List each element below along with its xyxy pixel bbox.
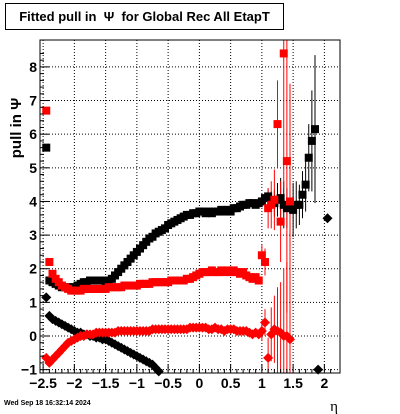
data-point [270,195,279,204]
data-point [282,157,291,166]
data-point [298,190,307,199]
data-point [261,258,269,266]
data-point [301,180,310,189]
data-point [41,292,52,303]
y-tick-label: 0 [29,328,37,344]
x-tick-label: −1 [129,375,145,391]
data-point [289,205,298,214]
y-axis-ticks: −1 0 1 2 3 4 5 6 7 8 [21,52,49,378]
y-tick-label: 4 [29,193,37,209]
x-tick-label: −1.5 [92,375,120,391]
x-tick-label: 2 [320,375,328,391]
data-point [286,197,294,206]
data-point [307,136,316,145]
y-tick-label: 2 [29,261,37,277]
data-point [264,192,273,201]
data-point [273,120,282,129]
y-tick-label: 5 [29,160,37,176]
x-tick-label: 0 [195,375,203,391]
x-tick-label: 1 [258,375,266,391]
data-point [257,251,266,260]
data-point [153,366,164,377]
x-tick-label: −2.5 [29,375,57,391]
x-tick-label: −2 [66,375,82,391]
data-point [45,258,54,266]
data-point [311,125,319,134]
timestamp: Wed Sep 18 16:32:14 2024 [4,400,91,407]
y-tick-label: −1 [21,362,37,378]
data-point [256,325,267,336]
y-tick-label: 6 [29,126,37,142]
y-tick-label: 7 [29,93,37,109]
data-point [304,153,313,162]
data-point [42,106,51,115]
chart-title: Fitted pull in Ψ for Global Rec All Etap… [5,3,284,30]
data-point [254,276,263,285]
y-axis-label: pull in Ψ [8,98,25,158]
data-point [267,200,276,209]
data-point [285,334,295,345]
data-point [260,317,270,328]
data-point [263,352,274,363]
data-point [322,213,333,224]
plot-border [39,39,341,374]
data-point [276,217,285,226]
y-tick-label: 3 [29,227,37,243]
x-tick-label: 1.5 [283,375,303,391]
x-axis-ticks: −2.5 −2 −1.5 −1 −0.5 0 0.5 1 1.5 2 [29,364,332,391]
data-markers [41,49,333,377]
x-tick-label: −0.5 [154,375,182,391]
x-tick-label: 0.5 [221,375,241,391]
y-tick-label: 8 [29,59,37,75]
data-point [279,49,288,58]
data-point [48,269,57,278]
data-point [42,143,51,152]
data-point [276,194,285,203]
x-axis-label: η [330,399,338,414]
y-tick-label: 1 [29,294,37,310]
plot-frame [39,39,341,374]
data-point [295,200,304,209]
